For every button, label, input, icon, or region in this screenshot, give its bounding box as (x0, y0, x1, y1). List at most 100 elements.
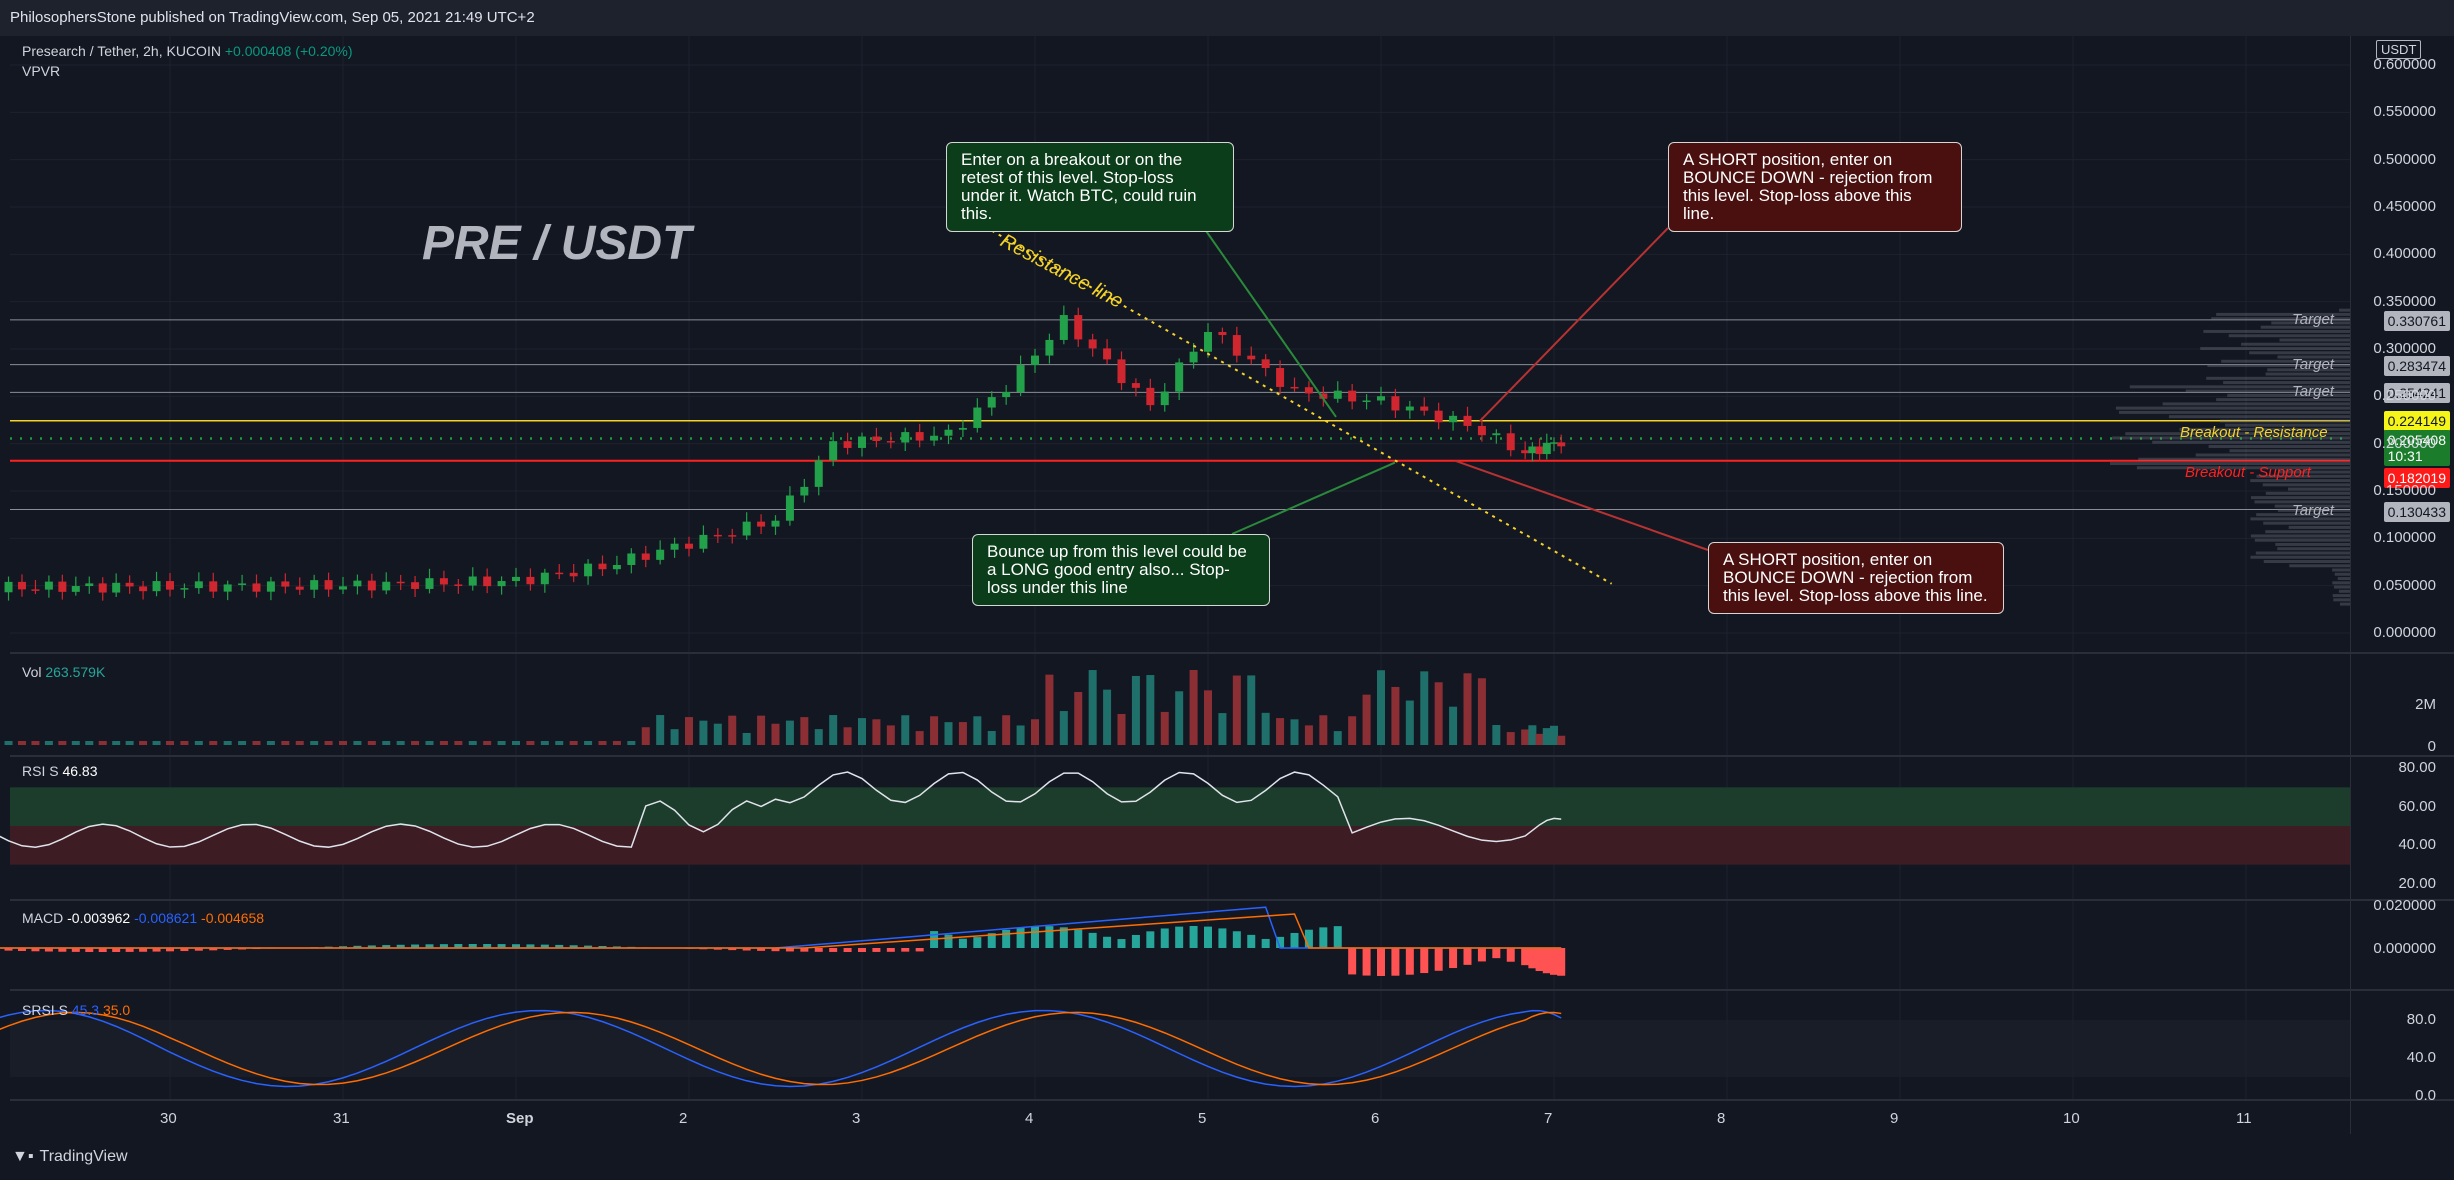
symbol-legend[interactable]: Presearch / Tether, 2h, KUCOIN +0.000408… (22, 43, 353, 59)
macd-histogram-bar (1319, 927, 1328, 948)
volume-bar (1045, 674, 1054, 745)
volume-bar (1528, 725, 1537, 745)
price-tag-last: 0.205408 10:31 (2383, 430, 2450, 466)
price-axis-tick: 0.100000 (2373, 529, 2436, 547)
macd-histogram-bar (1528, 948, 1537, 969)
candle-body (1175, 362, 1184, 392)
candle-body (930, 435, 939, 441)
volume-bar (685, 717, 693, 745)
macd-histogram-bar (1261, 938, 1270, 948)
vpvr-bar (2277, 508, 2350, 512)
volume-bar (98, 741, 107, 745)
vpvr-legend[interactable]: VPVR (22, 63, 61, 79)
vpvr-bar (2195, 453, 2350, 457)
volume-bar (1276, 718, 1285, 745)
price-tag-target-1: 0.330761 (2383, 311, 2450, 331)
price-tag-target-4: 0.130433 (2383, 502, 2450, 522)
vpvr-bar (2249, 351, 2350, 355)
macd-histogram-bar (1059, 927, 1068, 948)
candle-body (425, 578, 434, 589)
vol-legend[interactable]: Vol 263.579K (22, 664, 105, 680)
volume-bar (526, 741, 535, 745)
date-axis-tick: 3 (852, 1110, 861, 1127)
bar-countdown: 10:31 (2387, 448, 2423, 464)
volume-bar (367, 741, 376, 745)
macd-histogram-bar (1103, 936, 1112, 948)
volume-bar (1002, 715, 1011, 745)
volume-bar (1103, 689, 1112, 745)
level-label-target-2: Target (2292, 356, 2334, 373)
volume-bar (886, 725, 895, 745)
rsi-legend[interactable]: RSI S 46.83 (22, 763, 98, 779)
macd-histogram-bar (569, 945, 578, 948)
srsi-legend[interactable]: SRSI S 45.3 35.0 (22, 1002, 130, 1018)
price-axis[interactable] (2350, 36, 2454, 1134)
price-axis-tick: 0.050000 (2373, 576, 2436, 594)
volume-bar (252, 741, 261, 745)
currency-badge[interactable]: USDT (2376, 40, 2422, 59)
candle-body (1477, 425, 1486, 436)
macd-histogram-bar (915, 948, 924, 952)
annotation-long-bounce[interactable]: Bounce up from this level could be a LON… (972, 534, 1270, 606)
macd-histogram-bar (757, 948, 766, 951)
vpvr-bar (2203, 329, 2350, 333)
candle-body (281, 581, 290, 587)
macd-histogram-bar (1002, 929, 1011, 948)
candle-body (1059, 315, 1068, 340)
macd-histogram-bar (973, 937, 982, 948)
volume-bar (1175, 691, 1184, 745)
volume-bar (1557, 735, 1566, 745)
candle-body (1290, 386, 1299, 389)
candle-body (1362, 400, 1371, 402)
level-label-breakout-resistance: Breakout - Resistance (2180, 424, 2328, 441)
tradingview-brand: TradingView (39, 1148, 128, 1165)
volume-bar (569, 741, 578, 745)
annotation-entry-breakout[interactable]: Enter on a breakout or on the retest of … (946, 142, 1234, 232)
resistance-trendline (991, 229, 1613, 585)
candle-body (1218, 331, 1227, 336)
vpvr-profile (2110, 308, 2350, 606)
macd-value-1: -0.003962 (67, 910, 131, 926)
candle-body (44, 581, 53, 590)
vpvr-bar (2207, 364, 2350, 368)
candle-body (987, 397, 996, 408)
last-price: 0.205408 (2387, 432, 2446, 448)
candle-body (1016, 365, 1025, 393)
vpvr-bar (2250, 555, 2350, 559)
tradingview-logo[interactable]: ▼▪ TradingView (12, 1148, 128, 1166)
macd-histogram-bar (425, 944, 434, 948)
candle-body (483, 576, 492, 587)
vpvr-bar (2260, 325, 2350, 329)
macd-histogram-bar (1131, 934, 1140, 948)
volume-bar (152, 741, 161, 745)
srsi-value-2: 35.0 (102, 1002, 131, 1018)
candle-body (843, 441, 852, 448)
volume-bar (1088, 670, 1097, 745)
annotation-short-top[interactable]: A SHORT position, enter on BOUNCE DOWN -… (1668, 142, 1962, 232)
price-axis-tick: 0.200000 (2373, 434, 2436, 452)
rsi-axis-tick: 20.00 (2398, 875, 2436, 892)
volume-bar (829, 715, 838, 745)
volume-bar (1218, 713, 1227, 745)
candle-body (339, 586, 347, 590)
macd-histogram-bar (1160, 928, 1169, 948)
macd-histogram-bar (1276, 936, 1285, 948)
drawings: Resistance line (991, 227, 1709, 585)
callout-line (1203, 227, 1337, 418)
macd-histogram-bar (1477, 948, 1486, 962)
vpvr-bar (2224, 423, 2350, 427)
candle-body (670, 543, 679, 550)
candle-body (656, 549, 665, 560)
macd-histogram-bar (454, 944, 463, 948)
macd-legend[interactable]: MACD -0.003962 -0.008621 -0.004658 (22, 910, 264, 926)
rsi-overbought-band (10, 787, 2350, 826)
volume-bar (1074, 692, 1083, 745)
vpvr-bar (2110, 462, 2350, 466)
volume-bar (1477, 678, 1486, 745)
volume-bar (584, 741, 593, 745)
annotation-short-bottom[interactable]: A SHORT position, enter on BOUNCE DOWN -… (1708, 542, 2004, 614)
candle-body (139, 586, 148, 592)
vpvr-bar (2288, 525, 2350, 529)
macd-histogram-bar (872, 948, 881, 952)
volume-bar (814, 729, 823, 745)
